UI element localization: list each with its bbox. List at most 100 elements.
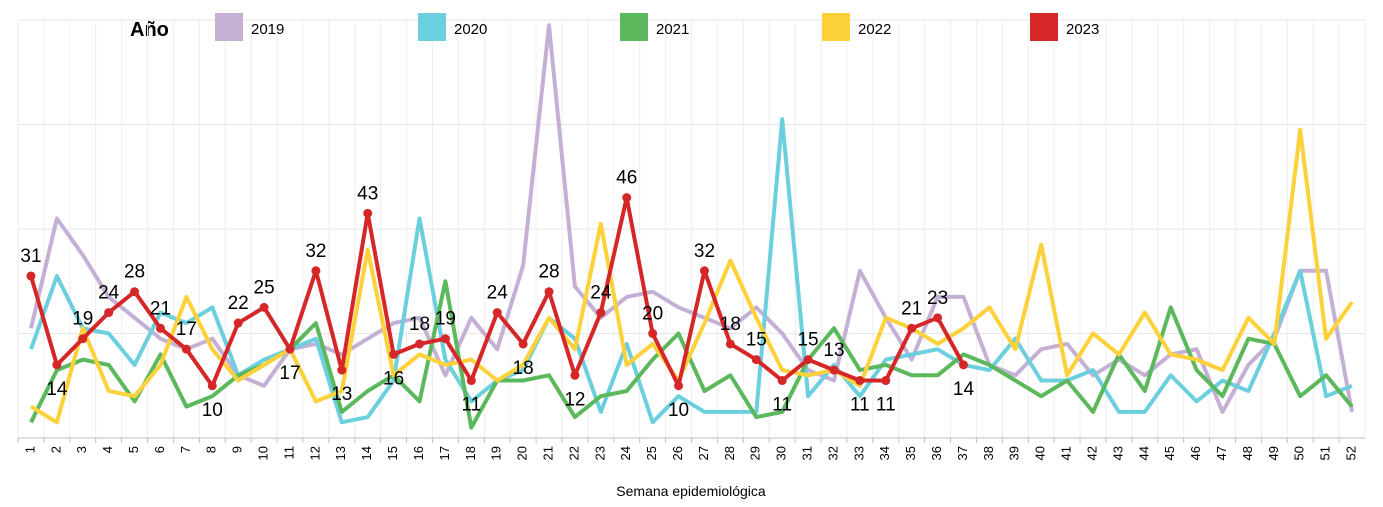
legend-label: 2023 [1066, 21, 1099, 38]
data-label: 31 [20, 246, 41, 267]
x-tick-label: 42 [1084, 446, 1099, 460]
data-label: 19 [72, 309, 93, 330]
point [933, 313, 943, 323]
x-tick-label: 50 [1292, 446, 1307, 460]
x-tick-label: 34 [877, 446, 892, 460]
data-label: 17 [176, 319, 197, 340]
point [207, 381, 217, 391]
x-tick-label: 5 [126, 446, 141, 453]
data-label: 11 [876, 395, 896, 416]
x-tick-label: 9 [230, 446, 245, 453]
x-tick-label: 38 [981, 446, 996, 460]
x-tick-label: 28 [722, 446, 737, 460]
x-tick-label: 44 [1136, 446, 1151, 460]
x-axis-label: Semana epidemiológica [616, 483, 766, 499]
x-tick-label: 13 [333, 446, 348, 460]
point [829, 365, 839, 375]
series-line [29, 279, 1354, 430]
point [622, 193, 632, 203]
data-label: 11 [850, 395, 870, 416]
data-label: 14 [46, 379, 68, 400]
data-label: 18 [720, 314, 741, 335]
data-label: 32 [305, 241, 326, 262]
point [648, 329, 658, 338]
x-tick-label: 31 [800, 446, 815, 460]
x-tick-label: 17 [437, 446, 452, 460]
x-tick-label: 43 [1110, 446, 1125, 460]
x-tick-label: 37 [955, 446, 970, 460]
legend-label: 2019 [251, 21, 284, 38]
data-label: 13 [823, 340, 844, 361]
x-tick-label: 39 [1007, 446, 1022, 460]
point [104, 308, 114, 318]
x-tick-label: 23 [592, 446, 607, 460]
x-tick-label: 33 [851, 446, 866, 460]
data-label: 24 [590, 283, 612, 304]
point [855, 376, 865, 386]
data-label: 10 [202, 400, 223, 421]
legend-swatch [215, 13, 243, 41]
data-label: 25 [254, 277, 275, 298]
x-tick-label: 24 [618, 446, 633, 460]
x-tick-label: 36 [929, 446, 944, 460]
x-tick-label: 25 [644, 446, 659, 460]
point [466, 376, 476, 386]
data-label: 24 [98, 283, 120, 304]
point [259, 302, 269, 312]
legend-swatch [418, 13, 446, 41]
x-tick-label: 19 [489, 446, 504, 460]
x-tick-label: 41 [1059, 446, 1074, 460]
point [389, 349, 399, 359]
data-label: 12 [564, 389, 585, 410]
data-label: 10 [668, 400, 689, 421]
point [233, 318, 243, 328]
legend-label: 2021 [656, 21, 689, 38]
x-tick-label: 52 [1343, 446, 1358, 460]
data-label: 11 [772, 395, 792, 416]
legend-title: Año [130, 19, 169, 41]
x-tick-label: 14 [359, 446, 374, 460]
x-tick-label: 7 [178, 446, 193, 453]
point [130, 287, 140, 297]
point [518, 339, 528, 349]
x-tick-label: 16 [411, 446, 426, 460]
data-label: 46 [616, 168, 637, 189]
data-label: 21 [901, 298, 922, 319]
data-label: 16 [383, 368, 404, 389]
x-tick-label: 27 [696, 446, 711, 460]
point [699, 266, 709, 276]
point [337, 365, 347, 375]
point [570, 370, 580, 380]
legend-swatch [822, 13, 850, 41]
point [311, 266, 321, 276]
point [777, 376, 787, 386]
data-label: 21 [150, 298, 171, 319]
x-tick-label: 4 [100, 446, 115, 453]
x-tick-label: 2 [48, 446, 63, 453]
point [181, 344, 191, 354]
data-label: 15 [746, 330, 767, 351]
data-label: 11 [461, 395, 481, 416]
point [440, 334, 450, 344]
point [907, 323, 917, 333]
x-tick-label: 46 [1188, 446, 1203, 460]
x-tick-label: 11 [281, 446, 296, 460]
data-label: 14 [953, 379, 975, 400]
data-label: 28 [538, 262, 559, 283]
point [725, 339, 735, 349]
x-tick-label: 3 [74, 446, 89, 453]
data-label: 20 [642, 304, 663, 325]
x-tick-label: 48 [1240, 446, 1255, 460]
point [596, 308, 606, 318]
x-tick-label: 47 [1214, 446, 1229, 460]
point [52, 360, 62, 370]
point [881, 376, 891, 386]
point [363, 208, 373, 218]
x-tick-label: 18 [463, 446, 478, 460]
point [155, 323, 165, 333]
x-tick-label: 20 [515, 446, 530, 460]
data-label: 18 [513, 358, 534, 379]
point [415, 339, 425, 349]
point [78, 334, 88, 344]
